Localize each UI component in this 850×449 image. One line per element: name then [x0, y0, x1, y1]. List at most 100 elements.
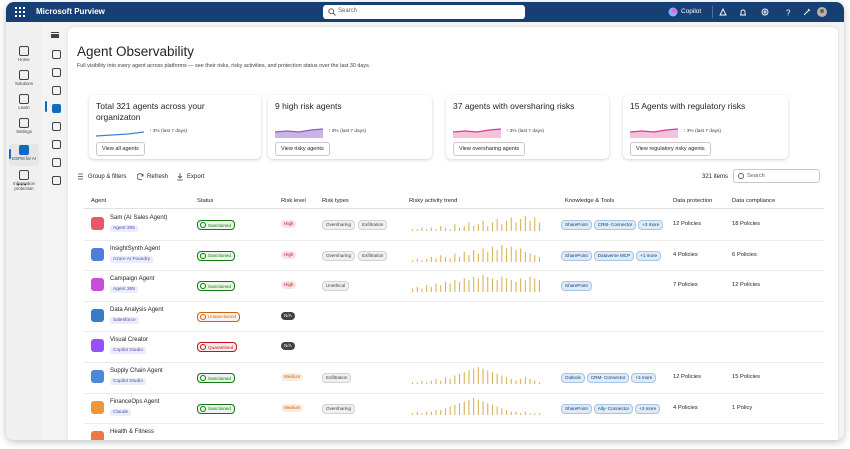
tools: Outlook CRM- Connector +3 more	[561, 373, 657, 383]
column-header[interactable]: Data compliance	[732, 198, 776, 204]
agent-name[interactable]: Health & Fitness	[110, 429, 155, 436]
tool-tag[interactable]: CRM- Connector	[593, 220, 637, 230]
trend-bar	[416, 258, 418, 262]
agent-name[interactable]: Visual Creator	[110, 337, 148, 344]
copilot-button[interactable]: Copilot	[681, 8, 702, 15]
nav-label[interactable]: Learn	[18, 105, 30, 110]
tool-tag[interactable]: +3 more	[635, 403, 661, 414]
trend-bar	[477, 367, 479, 384]
agent-name[interactable]: Sam (AI Sales Agent)	[110, 215, 168, 221]
trend-bar	[430, 411, 432, 415]
trend-bar	[524, 280, 526, 293]
column-header[interactable]: Risk level	[281, 198, 306, 204]
subnav-icon[interactable]	[52, 122, 61, 131]
subnav-icon[interactable]	[52, 86, 61, 95]
header-icons: ?	[719, 7, 827, 18]
tool-tag[interactable]: SharePoint	[561, 250, 592, 261]
trend-bar	[501, 375, 503, 384]
subnav-icon[interactable]	[52, 176, 61, 185]
trend-bar	[538, 256, 540, 262]
risk-types: Oversharing Exfiltration	[322, 250, 388, 261]
tool-tag[interactable]: +3 more	[638, 220, 664, 230]
column-header[interactable]: Risky activity trend	[409, 198, 458, 204]
app-launcher[interactable]	[15, 7, 25, 17]
subnav-icon[interactable]	[52, 140, 61, 149]
kpi-change: ↑ 3% (last 7 days)	[506, 129, 545, 134]
status-icon	[200, 405, 206, 412]
nav-label[interactable]: Solutions	[14, 81, 34, 86]
nav-label[interactable]: Settings	[16, 129, 32, 134]
platform-tag: Agent 365	[110, 286, 138, 294]
status-badge: Sanctioned	[197, 281, 235, 292]
nav-indicator	[9, 149, 11, 159]
kpi-button[interactable]: View oversharing agents	[453, 142, 526, 156]
column-header[interactable]: Knowledge & Tools	[565, 198, 615, 204]
trend-chart	[412, 397, 540, 415]
subnav-icon[interactable]	[52, 50, 61, 59]
trend-bar	[510, 280, 512, 293]
trend-bar	[435, 229, 437, 231]
tools: SharePoint CRM- Connector +3 more	[561, 220, 664, 230]
kpi-button[interactable]: View regulatory risky agents	[630, 142, 711, 156]
row-rule	[84, 362, 824, 363]
copilot-icon	[668, 7, 678, 17]
trend-bar	[506, 377, 508, 384]
column-header[interactable]: Status	[197, 198, 214, 204]
tool-tag[interactable]: SharePoint	[561, 281, 592, 292]
trend-bar	[444, 377, 446, 384]
subnav-icon[interactable]	[52, 104, 61, 113]
top-bar: Microsoft Purview Search Copilot ?	[6, 2, 844, 22]
global-search[interactable]: Search	[323, 5, 525, 19]
trend-bar	[524, 251, 526, 262]
data-compliance: 1 Policy	[732, 404, 753, 411]
subnav-icon[interactable]	[52, 158, 61, 167]
tool-tag[interactable]: Ally- Connector	[593, 403, 634, 414]
data-compliance: 6 Policies	[732, 251, 757, 258]
nav-icon	[19, 170, 29, 180]
table-search[interactable]: Search	[733, 169, 820, 183]
trend-bar	[435, 283, 437, 293]
agent-name[interactable]: FinanceOps Agent	[110, 398, 160, 405]
toolbar-icon	[137, 173, 144, 181]
kpi-button[interactable]: View risky agents	[275, 142, 330, 156]
trend-bar	[449, 229, 451, 231]
search-placeholder: Search	[338, 8, 358, 14]
trend-bar	[430, 380, 432, 384]
tool-tag[interactable]: +1 more	[636, 250, 662, 261]
trend-bar	[515, 411, 517, 415]
nav-label[interactable]: Information protection	[13, 181, 35, 191]
agent-name[interactable]: Campaign Agent	[110, 276, 155, 283]
nav-icon	[19, 46, 29, 56]
agent-name[interactable]: Supply Chain Agent	[110, 368, 163, 374]
tool-tag[interactable]: Outlook	[561, 373, 585, 383]
toolbar-group[interactable]: Group & filters	[88, 174, 127, 180]
trend-bar	[440, 225, 442, 231]
agent-name[interactable]: Data Analysis Agent	[110, 306, 164, 313]
risk-level-badge: High	[281, 250, 297, 259]
column-header[interactable]: Data protection	[673, 198, 713, 204]
data-compliance: 18 Policies	[732, 221, 761, 227]
nav-label[interactable]: Home	[18, 57, 30, 62]
column-header[interactable]: Agent	[91, 198, 107, 204]
row-rule	[84, 300, 824, 302]
agent-name[interactable]: InsightSynth Agent	[110, 245, 161, 252]
status-badge: Sanctioned	[197, 373, 235, 383]
icon-path	[78, 173, 83, 180]
toolbar-refresh[interactable]: Refresh	[147, 174, 169, 180]
subnav-icon[interactable]	[51, 32, 59, 34]
column-header[interactable]: Risk types	[322, 198, 349, 204]
tool-tag[interactable]: Dataverse MCP	[593, 250, 635, 261]
sparkline-line	[96, 131, 144, 137]
tool-tag[interactable]: SharePoint	[561, 220, 592, 230]
tool-tag[interactable]: +3 more	[631, 373, 657, 383]
kpi-button[interactable]: View all agents	[96, 142, 145, 156]
trend-bar	[444, 281, 446, 293]
toolbar-export[interactable]: Export	[187, 174, 205, 180]
status-icon	[200, 375, 206, 381]
nav-label[interactable]: DSPM for AI	[11, 156, 37, 161]
subnav-icon[interactable]	[52, 68, 61, 77]
tool-tag[interactable]: CRM- Connector	[586, 373, 630, 383]
trend-bar	[430, 287, 432, 293]
tool-tag[interactable]: SharePoint	[561, 403, 592, 414]
